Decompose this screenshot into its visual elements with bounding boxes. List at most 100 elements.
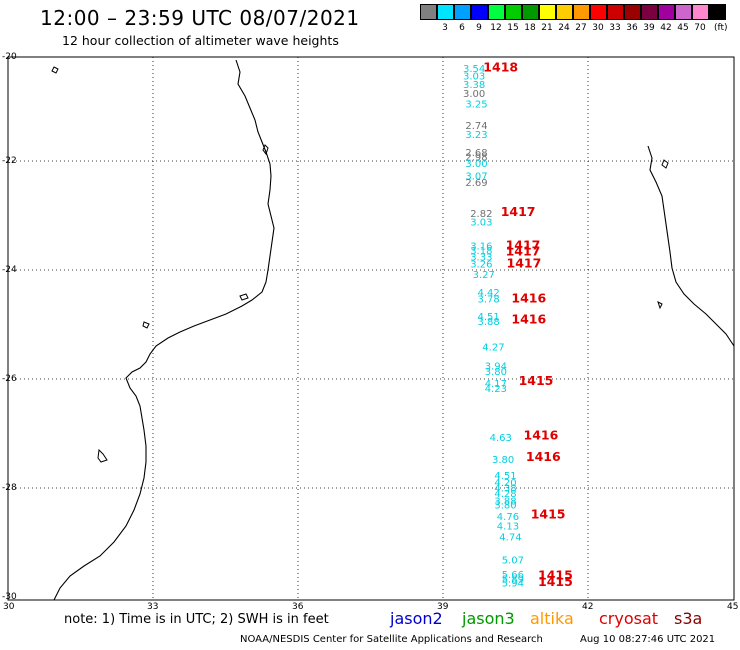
footnote: note: 1) Time is in UTC; 2) SWH is in fe… — [64, 612, 329, 627]
legend-tick-label: 15 — [507, 23, 519, 33]
lon-label: 30 — [3, 602, 15, 612]
legend-swatch — [607, 4, 624, 20]
lat-label: -26 — [2, 374, 17, 384]
wave-height-value: 3.26 — [470, 259, 492, 270]
wave-height-value: 3.03 — [463, 72, 485, 83]
wave-height-value: 3.80 — [494, 500, 516, 511]
legend-swatch — [539, 4, 556, 20]
legend-swatch — [624, 4, 641, 20]
legend-swatch — [641, 4, 658, 20]
legend-swatch — [488, 4, 505, 20]
legend-swatch — [522, 4, 539, 20]
wave-height-value: 4.28 — [494, 489, 516, 500]
legend-swatch — [692, 4, 709, 20]
wave-height-value: 4.51 — [478, 312, 500, 323]
island-outline — [97, 448, 108, 463]
wave-height-value: 4.27 — [482, 342, 504, 353]
wave-height-value: 4.23 — [485, 384, 507, 395]
legend-swatch — [658, 4, 675, 20]
wave-height-value: 3.07 — [465, 171, 487, 182]
island-outline — [262, 144, 269, 156]
lon-label: 39 — [437, 602, 449, 612]
wave-height-value: 3.88 — [478, 317, 500, 328]
graticule — [8, 57, 734, 600]
legend-tick-label: 33 — [609, 23, 621, 33]
wave-height-value: 3.25 — [465, 100, 487, 111]
legend-tick-label: 9 — [476, 23, 482, 33]
legend-swatch — [454, 4, 471, 20]
lat-label: -28 — [2, 483, 17, 493]
wave-height-value: 5.07 — [502, 555, 524, 566]
legend-tick-label: 24 — [558, 23, 570, 33]
legend-tick-label: 6 — [459, 23, 465, 33]
legend-swatch — [471, 4, 488, 20]
wave-height-value: 4.20 — [494, 478, 516, 489]
wave-height-value: 4.38 — [494, 484, 516, 495]
wave-height-observations: 3.543.033.383.003.252.743.232.682.983.00… — [463, 64, 524, 590]
lon-label: 42 — [582, 602, 594, 612]
orbit-number: 1417 — [506, 237, 541, 252]
madagascar-coastline — [647, 145, 735, 347]
wave-height-value: 4.74 — [499, 533, 521, 544]
island-outline — [239, 293, 249, 301]
wave-height-value: 4.76 — [497, 512, 519, 523]
lon-label: 36 — [292, 602, 304, 612]
wave-height-value: 2.68 — [465, 148, 487, 159]
legend-tick-label: 27 — [575, 23, 587, 33]
wave-height-value: 3.23 — [465, 130, 487, 141]
wave-height-value: 3.27 — [473, 270, 495, 281]
orbit-number: 1418 — [483, 59, 518, 74]
legend-swatch — [505, 4, 522, 20]
orbit-number: 1416 — [511, 311, 546, 326]
island-outline — [51, 66, 59, 74]
legend-tick-label: 21 — [541, 23, 553, 33]
wave-height-value: 2.74 — [465, 121, 487, 132]
legend-tick-label: 3 — [442, 23, 448, 33]
wave-height-value: 2.98 — [465, 152, 487, 163]
lon-label: 45 — [727, 602, 739, 612]
generated-timestamp: Aug 10 08:27:46 UTC 2021 — [580, 634, 716, 645]
legend-swatch — [590, 4, 607, 20]
wave-height-value: 3.78 — [478, 295, 500, 306]
satellite-jason2: jason2 — [390, 609, 443, 628]
lat-label: -24 — [2, 265, 17, 275]
wave-height-value: 3.80 — [485, 367, 507, 378]
credit-line: NOAA/NESDIS Center for Satellite Applica… — [240, 634, 543, 645]
legend-unit: (ft) — [714, 23, 728, 33]
wave-height-value: 3.94 — [485, 361, 507, 372]
orbit-number: 1415 — [531, 507, 566, 522]
lat-label: -22 — [2, 156, 17, 166]
orbit-number: 1417 — [501, 204, 536, 219]
wave-height-value: 4.17 — [485, 379, 507, 390]
legend-swatch — [556, 4, 573, 20]
wave-height-value: 3.00 — [465, 159, 487, 170]
lat-label: -20 — [2, 52, 17, 62]
wave-height-value: 4.13 — [497, 522, 519, 533]
legend-swatch — [709, 4, 726, 20]
orbit-number: 1415 — [538, 574, 573, 589]
orbit-number: 1416 — [511, 291, 546, 306]
orbit-number: 1416 — [526, 449, 561, 464]
wave-height-value: 5.94 — [502, 579, 524, 590]
wave-height-value: 3.16 — [470, 241, 492, 252]
small-islands — [51, 66, 669, 463]
legend-tick-label: 36 — [626, 23, 638, 33]
island-outline — [661, 159, 669, 169]
orbit-number: 1416 — [524, 428, 559, 443]
legend-tick-label: 70 — [694, 23, 706, 33]
legend-swatch — [420, 4, 437, 20]
wave-height-value: 3.88 — [494, 497, 516, 508]
legend-tick-label: 42 — [660, 23, 672, 33]
wave-height-value: 2.82 — [470, 209, 492, 220]
wave-height-value: 3.33 — [470, 252, 492, 263]
page-subtitle: 12 hour collection of altimeter wave hei… — [62, 33, 339, 48]
orbit-number: 1415 — [538, 568, 573, 583]
orbit-labels: 1418141714171417141714161416141514161416… — [483, 59, 572, 589]
lat-label: -30 — [2, 592, 17, 602]
map-frame — [7, 56, 735, 601]
legend-tick-label: 45 — [677, 23, 689, 33]
legend-tick-label: 12 — [490, 23, 502, 33]
legend-swatch — [675, 4, 692, 20]
legend-tick-label: 39 — [643, 23, 655, 33]
